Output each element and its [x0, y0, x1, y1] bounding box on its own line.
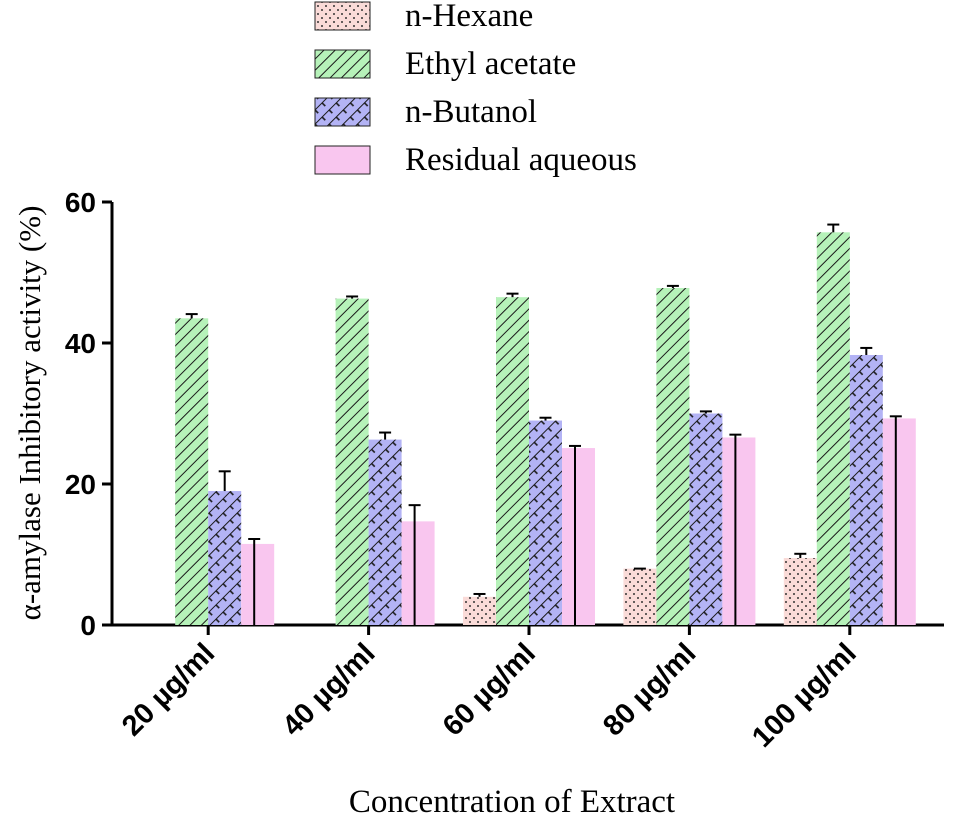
- legend: n-Hexane Ethyl acetate n-Butanol Residual a…: [314, 0, 637, 178]
- bar-n-hexane: [623, 568, 657, 625]
- legend-swatch-n-hexane: [314, 1, 371, 31]
- y-tick-label: 60: [65, 187, 96, 218]
- bars: 20 µg/ml 40 µg/ml 60 µg/ml 80 µg/ml 100 µg/m…: [116, 223, 916, 754]
- y-axis-label: α-amylase Inhibitory activity (%): [12, 206, 47, 621]
- x-tick-label: 100 µg/ml: [746, 637, 863, 754]
- bar-residual-aqueous: [722, 437, 756, 625]
- y-tick-label: 0: [80, 610, 96, 641]
- bar-residual-aqueous: [562, 448, 595, 625]
- x-tick-label: 60 µg/ml: [437, 637, 542, 742]
- bar-ethyl-acetate: [175, 318, 209, 625]
- x-tick-label: 40 µg/ml: [276, 637, 381, 742]
- y-tick-label: 20: [65, 469, 96, 500]
- x-axis-label: Concentration of Extract: [349, 784, 675, 819]
- x-tick-label: 80 µg/ml: [597, 637, 702, 742]
- bar-ethyl-acetate: [335, 298, 369, 625]
- bar-ethyl-acetate: [496, 297, 529, 625]
- legend-swatch-ethyl-acetate: [314, 49, 371, 79]
- legend-swatch-n-butanol: [314, 97, 371, 127]
- bar-n-butanol: [529, 420, 562, 625]
- bar-n-butanol: [208, 491, 242, 625]
- x-tick-label: 20 µg/ml: [116, 637, 221, 742]
- legend-label: Ethyl acetate: [405, 46, 576, 82]
- y-tick-label: 40: [65, 328, 96, 359]
- bar-residual-aqueous: [882, 418, 916, 625]
- bar-ethyl-acetate: [656, 288, 690, 625]
- bar-n-butanol: [849, 354, 883, 625]
- bar-n-butanol: [689, 413, 723, 625]
- bar-n-hexane: [783, 558, 817, 625]
- legend-label: n-Butanol: [405, 94, 537, 130]
- legend-swatch-residual-aqueous: [314, 145, 371, 175]
- legend-label: n-Hexane: [405, 0, 533, 34]
- bar-n-hexane: [463, 596, 496, 625]
- bar-residual-aqueous: [401, 521, 435, 625]
- bar-ethyl-acetate: [816, 232, 850, 625]
- bar-n-butanol: [368, 439, 402, 625]
- bar-residual-aqueous: [241, 543, 275, 625]
- legend-label: Residual aqueous: [405, 142, 637, 178]
